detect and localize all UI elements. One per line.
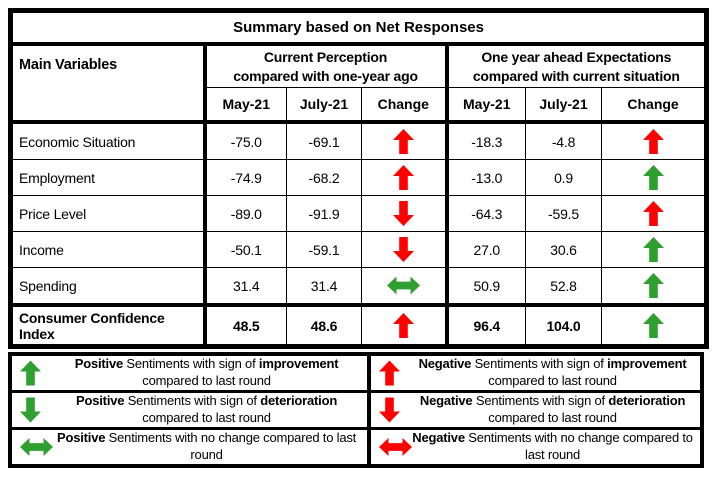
- subheader-current-1: July-21: [286, 87, 362, 124]
- group-header-one-year-ahead: One year ahead Expectations compared wit…: [444, 43, 708, 88]
- subheader-ahead-0: May-21: [444, 87, 526, 124]
- down-arrow-icon: [379, 397, 401, 423]
- ahead-may-value: 50.9: [444, 267, 526, 307]
- up-arrow-icon: [20, 360, 41, 386]
- subheader-ahead-1: July-21: [525, 87, 602, 124]
- current-may-value: -74.9: [202, 159, 287, 196]
- legend-left-cell: Positive Sentiments with no change compa…: [8, 427, 371, 468]
- legend-text: Negative Sentiments with sign of improve…: [418, 356, 687, 388]
- subheader-row: May-21 July-21 Change May-21 July-21 Change: [11, 87, 708, 124]
- table-row: Employment -74.9 -68.2 -13.0 0.9: [10, 159, 708, 196]
- legend-text: Positive Sentiments with sign of improve…: [74, 356, 339, 388]
- up-arrow-icon: [642, 313, 664, 338]
- current-may-value: -89.0: [202, 195, 287, 232]
- legend-right-cell: Negative Sentiments with no change compa…: [367, 427, 704, 468]
- legend-table: Positive Sentiments with sign of improve…: [8, 352, 704, 468]
- down-arrow-icon: [392, 201, 414, 226]
- current-may-value: 31.4: [202, 267, 287, 307]
- row-label: Income: [10, 231, 205, 268]
- table-body: Economic Situation -75.0 -69.1 -18.3 -4.8 Emp…: [10, 121, 708, 347]
- summary-table: Summary based on Net Responses Main Vari…: [8, 8, 710, 349]
- table-row: Spending 31.4 31.4 50.9 52.8: [10, 267, 708, 307]
- ahead-change-cell: [600, 267, 708, 307]
- current-july-value: 31.4: [286, 267, 362, 307]
- ahead-change-cell: [600, 195, 708, 232]
- ahead-change-cell: [600, 121, 708, 160]
- legend-text: Negative Sentiments with no change compa…: [412, 430, 693, 462]
- up-arrow-icon: [642, 273, 664, 298]
- title-row: Summary based on Net Responses: [9, 10, 708, 46]
- current-may-value: 48.5: [202, 304, 287, 347]
- group-header-current-perception: Current Perception compared with one-yea…: [202, 43, 447, 88]
- legend-text: Positive Sentiments with sign of deterio…: [76, 393, 338, 426]
- legend-text: Positive Sentiments with no change compa…: [57, 430, 357, 462]
- current-july-value: -59.1: [286, 231, 362, 268]
- ahead-may-value: 96.4: [444, 304, 526, 347]
- table-row: Income -50.1 -59.1 27.0 30.6: [10, 231, 708, 268]
- current-change-cell: [361, 304, 447, 347]
- up-arrow-icon: [379, 360, 401, 386]
- legend-body: Positive Sentiments with sign of improve…: [8, 352, 704, 468]
- legend-right-cell: Negative Sentiments with sign of deterio…: [367, 390, 704, 430]
- current-change-cell: [361, 231, 447, 268]
- current-july-value: -68.2: [286, 159, 362, 196]
- up-arrow-icon: [392, 129, 414, 154]
- ahead-july-value: 30.6: [525, 231, 602, 268]
- row-label: Employment: [10, 159, 205, 196]
- ahead-change-cell: [600, 231, 708, 268]
- up-arrow-icon: [642, 201, 664, 226]
- current-change-cell: [361, 195, 447, 232]
- table-row: Economic Situation -75.0 -69.1 -18.3 -4.8: [10, 121, 708, 160]
- subheader-current-2: Change: [361, 87, 447, 124]
- ahead-may-value: -64.3: [444, 195, 526, 232]
- legend-row: Positive Sentiments with sign of improve…: [8, 352, 704, 393]
- current-july-value: 48.6: [286, 304, 362, 347]
- group-header-row: Main Variables Current Perception compar…: [10, 43, 708, 124]
- current-change-cell: [361, 159, 447, 196]
- legend-left-cell: Positive Sentiments with sign of deterio…: [8, 390, 371, 430]
- ahead-change-cell: [600, 304, 708, 347]
- subheader-ahead-2: Change: [600, 87, 708, 124]
- ahead-july-value: 52.8: [525, 267, 602, 307]
- legend-text: Negative Sentiments with sign of deterio…: [419, 393, 686, 426]
- up-arrow-icon: [392, 165, 414, 190]
- current-change-cell: [361, 267, 447, 307]
- up-arrow-icon: [642, 129, 664, 154]
- current-may-value: -50.1: [202, 231, 287, 268]
- ahead-may-value: 27.0: [444, 231, 526, 268]
- current-july-value: -69.1: [286, 121, 362, 160]
- up-arrow-icon: [642, 165, 664, 190]
- ahead-may-value: -18.3: [444, 121, 526, 160]
- subheader-current-0: May-21: [202, 87, 287, 124]
- down-arrow-icon: [20, 397, 41, 423]
- ahead-change-cell: [600, 159, 708, 196]
- legend-row: Positive Sentiments with sign of deterio…: [8, 390, 704, 430]
- legend-right-cell: Negative Sentiments with sign of improve…: [367, 352, 704, 393]
- table-title: Summary based on Net Responses: [9, 10, 708, 46]
- left-right-arrow-icon: [386, 276, 420, 295]
- main-variables-header: Main Variables: [10, 43, 205, 124]
- current-change-cell: [361, 121, 447, 160]
- row-label: Consumer Confidence Index: [10, 304, 205, 347]
- up-arrow-icon: [392, 313, 414, 338]
- left-right-arrow-icon: [379, 438, 413, 456]
- row-label: Price Level: [10, 195, 205, 232]
- table-row: Consumer Confidence Index 48.5 48.6 96.4 104…: [10, 304, 708, 347]
- legend-row: Positive Sentiments with no change compa…: [8, 427, 704, 468]
- current-july-value: -91.9: [286, 195, 362, 232]
- ahead-may-value: -13.0: [444, 159, 526, 196]
- current-may-value: -75.0: [202, 121, 287, 160]
- row-label: Spending: [10, 267, 205, 307]
- legend-left-cell: Positive Sentiments with sign of improve…: [8, 352, 371, 393]
- table-row: Price Level -89.0 -91.9 -64.3 -59.5: [10, 195, 708, 232]
- down-arrow-icon: [392, 237, 414, 262]
- up-arrow-icon: [642, 237, 664, 262]
- row-label: Economic Situation: [10, 121, 205, 160]
- ahead-july-value: 104.0: [525, 304, 602, 347]
- left-right-arrow-icon: [20, 438, 53, 456]
- ahead-july-value: -4.8: [525, 121, 602, 160]
- ahead-july-value: 0.9: [525, 159, 602, 196]
- ahead-july-value: -59.5: [525, 195, 602, 232]
